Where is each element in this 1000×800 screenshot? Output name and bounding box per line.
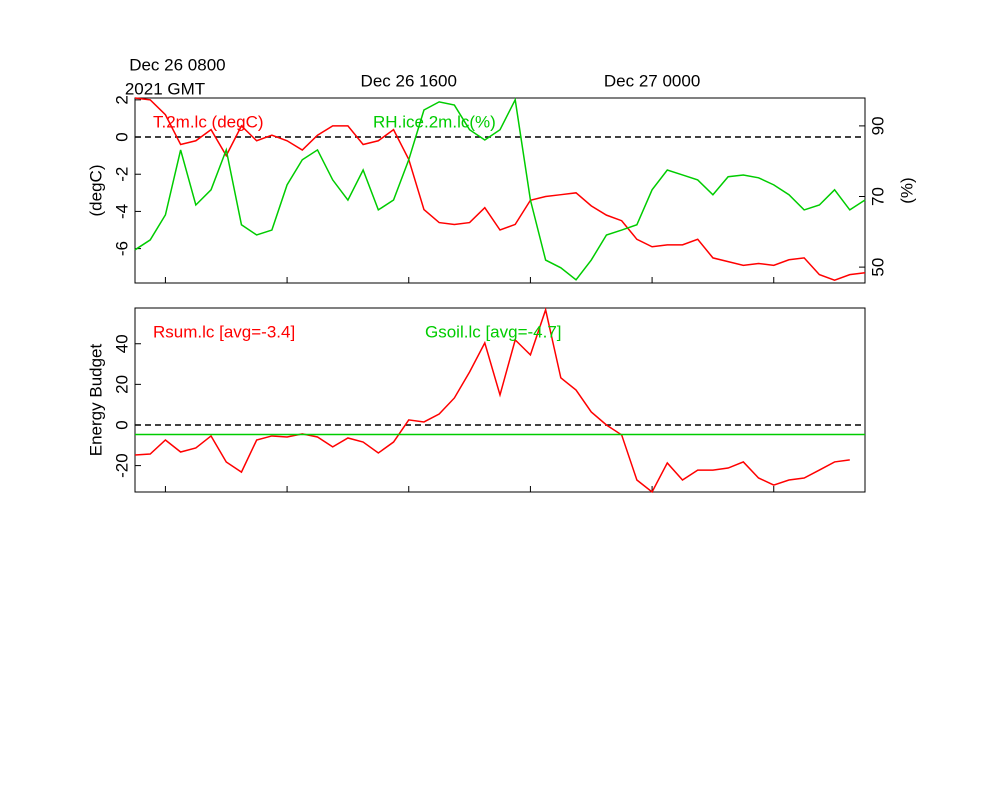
series-line — [134, 97, 866, 281]
legend-label: T.2m.lc (degC) — [153, 112, 264, 131]
legend-label: Rsum.lc [avg=-3.4] — [153, 322, 295, 341]
series-line — [134, 97, 866, 282]
y-axis-label: (degC) — [86, 165, 105, 217]
y2-tick-label: 70 — [868, 187, 887, 206]
y-tick-label: 2 — [112, 95, 131, 104]
y-tick-label: -6 — [112, 241, 131, 256]
y-axis-label: Energy Budget — [86, 343, 105, 456]
y-tick-label: 0 — [112, 420, 131, 429]
plot-frame — [134, 307, 866, 493]
y2-axis-label: (%) — [897, 177, 916, 203]
y-tick-label: 0 — [112, 132, 131, 141]
x-tick-label: Dec 26 0800 — [129, 55, 225, 74]
y-tick-label: -2 — [112, 167, 131, 182]
plot-frame — [134, 97, 866, 284]
x-axis-note: 2021 GMT — [125, 79, 205, 98]
x-tick-label: Dec 27 0000 — [604, 71, 700, 90]
legend-label: RH.ice.2m.lc(%) — [373, 112, 496, 131]
legend-label: Gsoil.lc [avg=-4.7] — [425, 322, 562, 341]
series-line — [134, 307, 850, 494]
y-tick-label: -4 — [112, 204, 131, 219]
y2-tick-label: 50 — [868, 258, 887, 277]
x-tick-label: Dec 26 1600 — [361, 71, 457, 90]
y-tick-label: 20 — [112, 375, 131, 394]
y-tick-label: -20 — [112, 453, 131, 478]
y-tick-label: 40 — [112, 334, 131, 353]
y2-tick-label: 90 — [868, 116, 887, 135]
